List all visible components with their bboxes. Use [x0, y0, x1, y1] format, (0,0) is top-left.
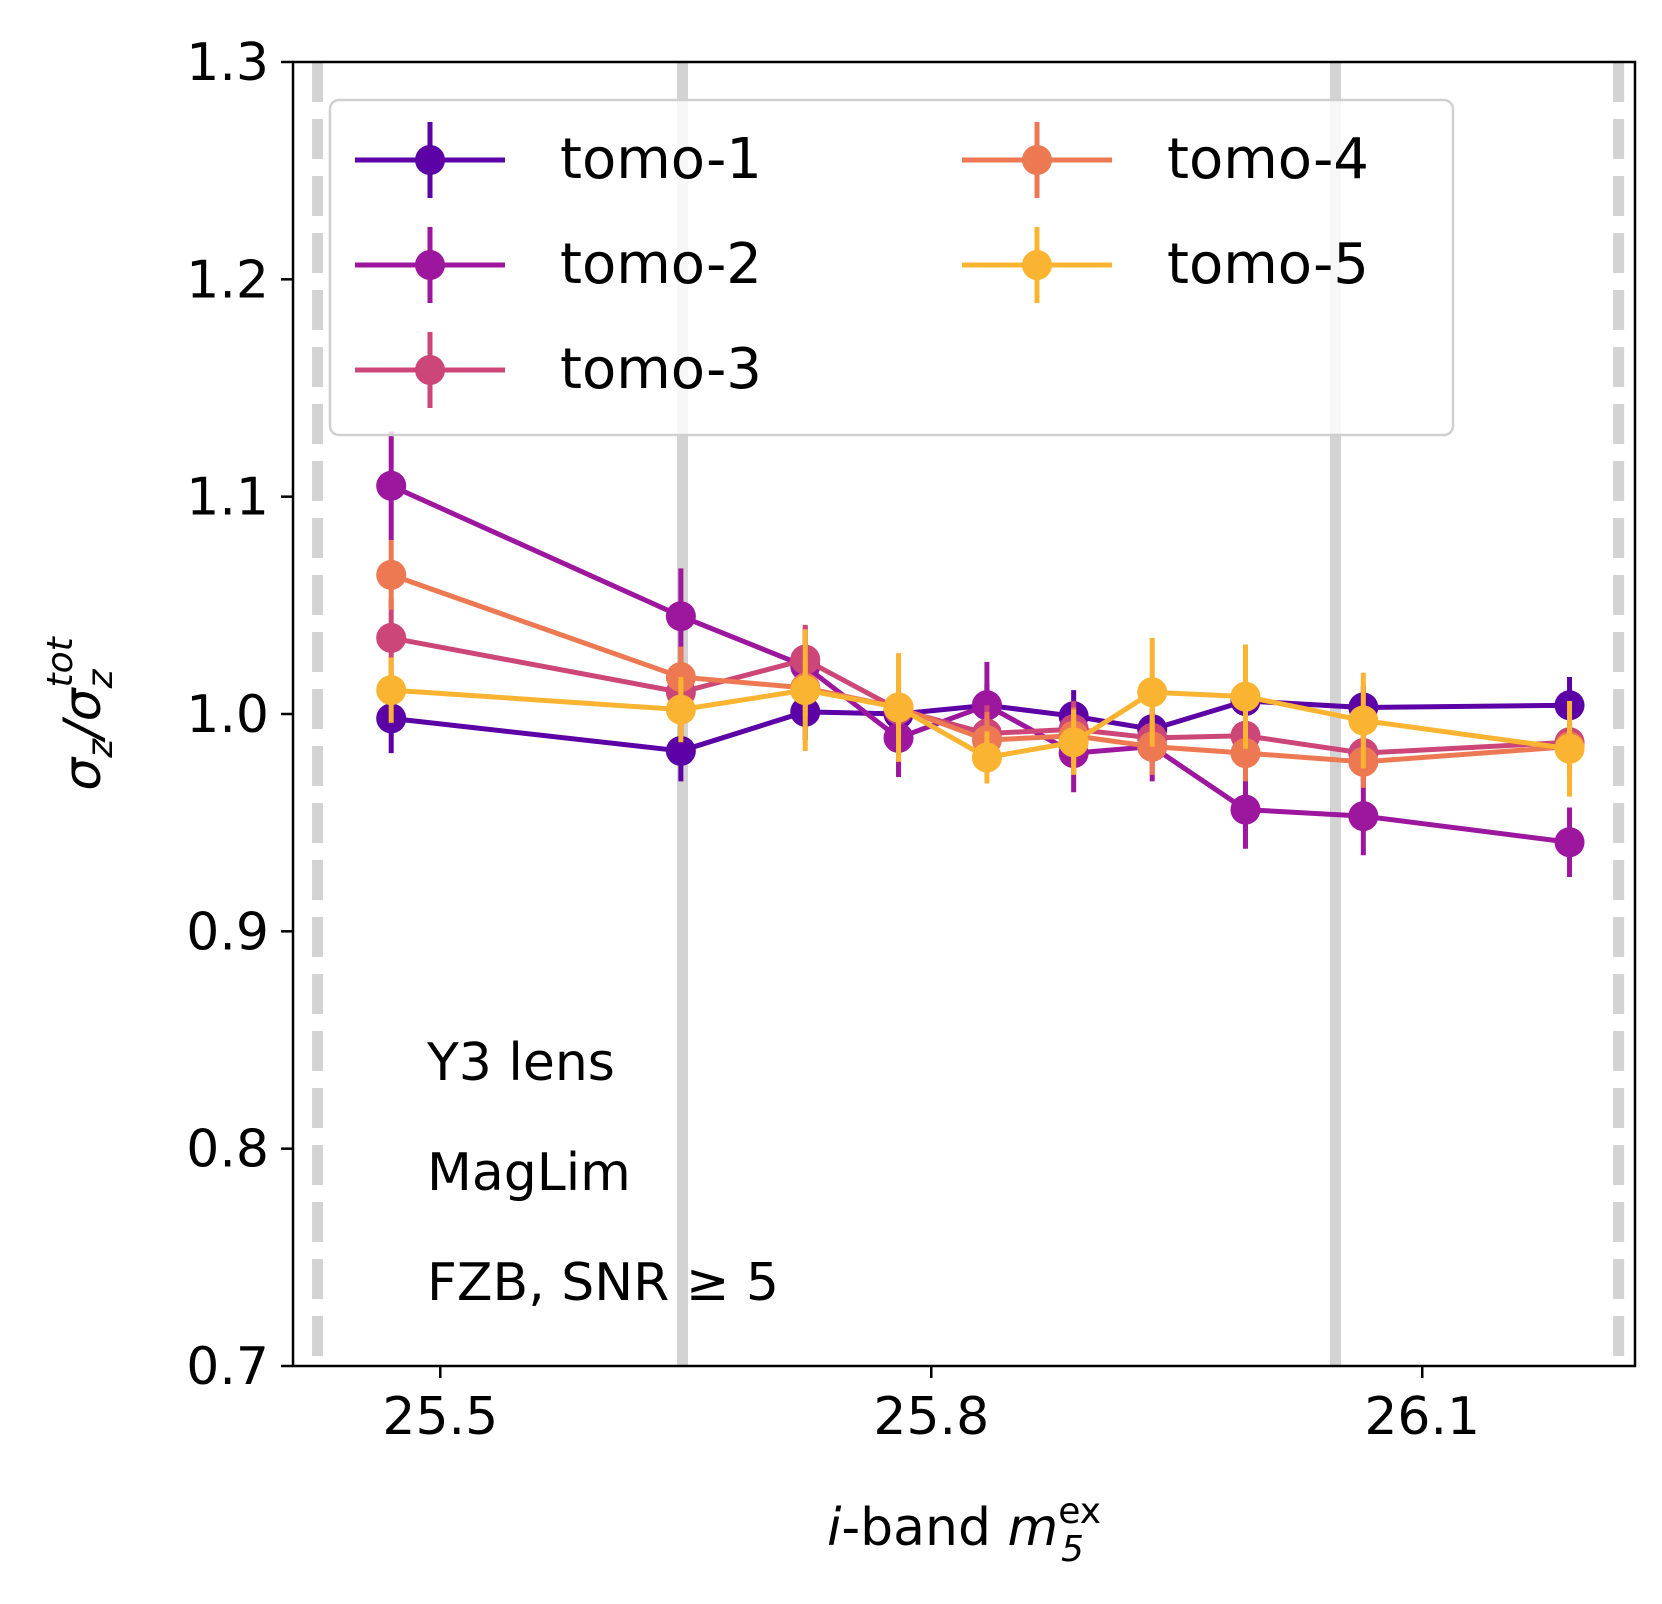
x-label-mid: -band: [841, 1498, 1007, 1558]
data-point: [1137, 677, 1168, 708]
series-line: [391, 687, 1570, 760]
legend-marker: [415, 355, 445, 385]
data-point: [883, 692, 914, 723]
data-point: [1348, 801, 1379, 832]
y-label-z2-sub: z: [80, 668, 121, 689]
data-point: [376, 559, 407, 590]
legend-item-tomo-1: tomo-1: [355, 122, 762, 198]
x-label-m: m: [1008, 1498, 1059, 1558]
y-tick-label: 1.0: [186, 685, 269, 745]
legend-label: tomo-4: [1167, 127, 1369, 192]
data-point: [376, 675, 407, 706]
x-tick-label: 25.8: [873, 1387, 989, 1447]
legend-item-tomo-5: tomo-5: [962, 227, 1369, 303]
legend-marker: [1022, 145, 1052, 175]
data-point: [376, 622, 407, 653]
x-label-subscript: 5: [1061, 1529, 1084, 1570]
y-tick-label: 1.3: [186, 33, 269, 93]
y-tick-label: 0.8: [186, 1120, 269, 1180]
legend: tomo-1 tomo-2 tomo-3 tomo-4 tomo-5: [328, 98, 1455, 437]
y-label-z-sub: z: [80, 738, 121, 759]
data-point: [665, 694, 696, 725]
data-point: [1230, 794, 1261, 825]
data-point: [1554, 827, 1585, 858]
legend-marker: [1022, 250, 1052, 280]
legend-item-tomo-2: tomo-2: [355, 227, 762, 303]
x-axis-ticks: 25.5 25.8 26.1: [382, 1366, 1480, 1447]
annotation-line-1: Y3 lens: [426, 1033, 615, 1093]
legend-item-tomo-4: tomo-4: [962, 122, 1369, 198]
legend-item-tomo-3: tomo-3: [355, 332, 762, 408]
x-label-superscript: ex: [1058, 1491, 1101, 1532]
data-point: [376, 470, 407, 501]
data-point: [971, 742, 1002, 773]
data-point: [1058, 727, 1089, 758]
y-tick-label: 0.9: [186, 902, 269, 962]
series-line: [390, 698, 1570, 754]
x-tick-label: 25.5: [382, 1387, 498, 1447]
data-series: [376, 431, 1585, 877]
data-point: [1230, 681, 1261, 712]
annotations: Y3 lens MagLim FZB, SNR ≥ 5: [426, 1033, 779, 1313]
data-point: [790, 675, 821, 706]
series-line: [390, 483, 1570, 845]
data-point: [665, 601, 696, 632]
y-tick-label: 1.1: [186, 468, 269, 528]
series-tomo-2: [376, 431, 1585, 877]
data-point: [665, 735, 696, 766]
legend-marker: [415, 145, 445, 175]
series-line: [390, 635, 1570, 756]
x-tick-label: 26.1: [1364, 1387, 1480, 1447]
y-axis-ticks: 0.7 0.8 0.9 1.0 1.1 1.2 1.3: [186, 33, 293, 1397]
y-label-sigma: σ: [53, 756, 113, 791]
y-label-sigma-2: σ: [53, 686, 113, 721]
annotation-line-3: FZB, SNR ≥ 5: [427, 1253, 779, 1313]
y-axis-label: σz/σztot: [40, 635, 121, 790]
y-tick-label: 0.7: [186, 1337, 269, 1397]
x-label-i: i: [827, 1498, 842, 1558]
legend-label: tomo-3: [560, 337, 762, 402]
annotation-line-2: MagLim: [427, 1143, 631, 1203]
legend-label: tomo-2: [560, 232, 762, 297]
series-line: [390, 572, 1570, 765]
series-tomo-5: [376, 629, 1585, 797]
legend-label: tomo-1: [560, 127, 762, 192]
legend-marker: [415, 250, 445, 280]
data-point: [1554, 733, 1585, 764]
y-label-superscript: tot: [40, 635, 81, 687]
legend-box: [328, 98, 1455, 437]
x-axis-label: i-band mex 5: [827, 1491, 1101, 1570]
data-point: [1230, 738, 1261, 769]
legend-label: tomo-5: [1167, 232, 1369, 297]
y-tick-label: 1.2: [186, 250, 269, 310]
data-point: [1348, 705, 1379, 736]
